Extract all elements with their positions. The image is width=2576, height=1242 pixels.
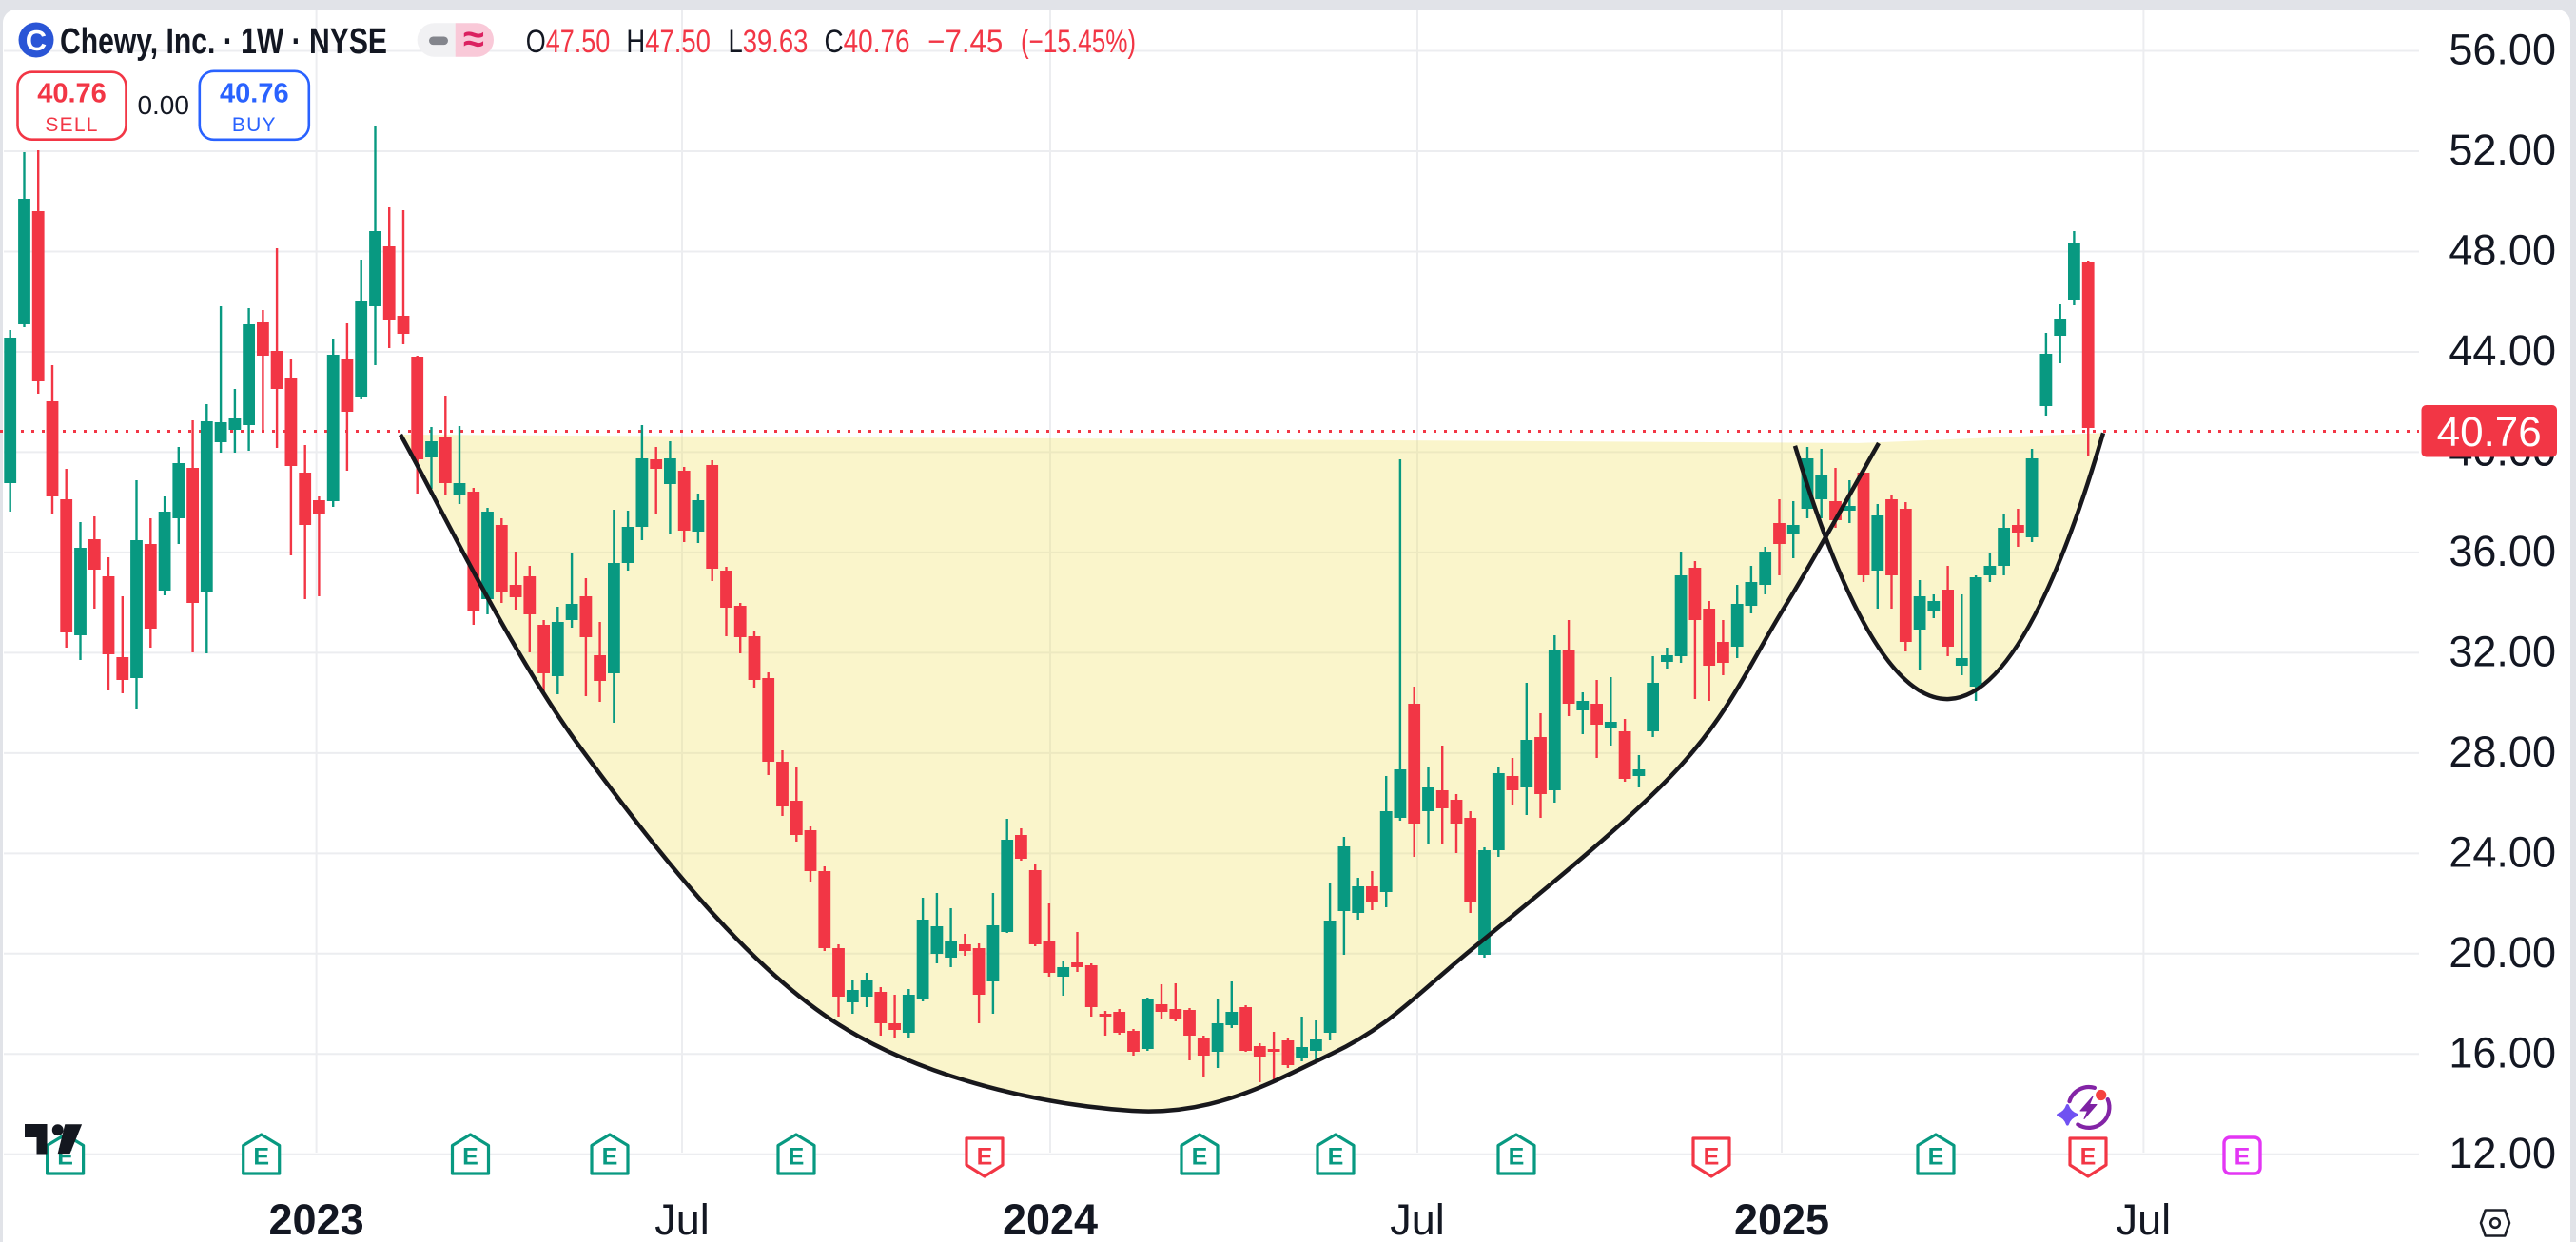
svg-text:2025: 2025 xyxy=(1734,1195,1829,1242)
svg-text:52.00: 52.00 xyxy=(2449,126,2556,174)
svg-text:56.00: 56.00 xyxy=(2449,26,2556,74)
svg-text:E: E xyxy=(1928,1144,1944,1171)
svg-text:E: E xyxy=(2080,1144,2097,1171)
svg-text:12.00: 12.00 xyxy=(2449,1129,2556,1177)
svg-text:−7.45: −7.45 xyxy=(927,24,1003,60)
svg-text:40.76: 40.76 xyxy=(2437,409,2542,456)
svg-text:E: E xyxy=(602,1144,618,1171)
svg-text:L39.63: L39.63 xyxy=(729,24,809,60)
svg-text:Jul: Jul xyxy=(2117,1195,2172,1242)
svg-text:24.00: 24.00 xyxy=(2449,827,2556,876)
svg-text:O47.50: O47.50 xyxy=(526,24,611,60)
svg-text:Jul: Jul xyxy=(654,1195,710,1242)
svg-text:BUY: BUY xyxy=(232,114,277,136)
svg-text:32.00: 32.00 xyxy=(2449,627,2556,675)
svg-text:E: E xyxy=(1328,1144,1344,1171)
svg-text:2023: 2023 xyxy=(269,1195,364,1242)
svg-text:(−15.45%): (−15.45%) xyxy=(1021,24,1136,60)
svg-text:E: E xyxy=(789,1144,805,1171)
svg-text:Chewy, Inc. · 1W · NYSE: Chewy, Inc. · 1W · NYSE xyxy=(60,22,387,62)
svg-text:40.76: 40.76 xyxy=(37,79,107,109)
svg-text:40.76: 40.76 xyxy=(220,79,289,109)
svg-text:E: E xyxy=(1704,1144,1720,1171)
svg-text:E: E xyxy=(1509,1144,1525,1171)
svg-text:36.00: 36.00 xyxy=(2449,527,2556,575)
svg-text:SELL: SELL xyxy=(45,114,98,136)
svg-text:44.00: 44.00 xyxy=(2449,326,2556,375)
svg-text:48.00: 48.00 xyxy=(2449,226,2556,275)
svg-text:C40.76: C40.76 xyxy=(825,24,910,60)
svg-text:E: E xyxy=(1192,1144,1208,1171)
svg-text:E: E xyxy=(977,1144,993,1171)
svg-text:28.00: 28.00 xyxy=(2449,728,2556,776)
svg-text:0.00: 0.00 xyxy=(137,90,189,120)
svg-text:E: E xyxy=(462,1144,478,1171)
svg-text:≈: ≈ xyxy=(463,19,484,61)
svg-text:20.00: 20.00 xyxy=(2449,928,2556,977)
svg-text:Jul: Jul xyxy=(1390,1195,1445,1242)
svg-text:H47.50: H47.50 xyxy=(626,24,711,60)
svg-text:E: E xyxy=(253,1144,269,1171)
svg-text:C: C xyxy=(26,24,47,57)
svg-text:16.00: 16.00 xyxy=(2449,1028,2556,1077)
svg-text:E: E xyxy=(2234,1144,2251,1171)
svg-text:2024: 2024 xyxy=(1003,1195,1098,1242)
